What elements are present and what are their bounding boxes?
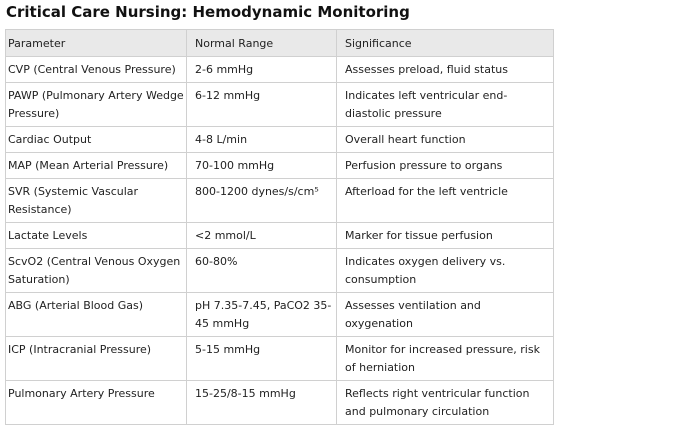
cell-parameter: MAP (Mean Arterial Pressure) bbox=[5, 152, 187, 179]
cell-parameter: ABG (Arterial Blood Gas) bbox=[5, 292, 187, 337]
cell-normal-range: 6-12 mmHg bbox=[186, 82, 337, 127]
cell-significance: Indicates left ventricular end-diastolic… bbox=[336, 82, 554, 127]
cell-normal-range: 70-100 mmHg bbox=[186, 152, 337, 179]
table-row: MAP (Mean Arterial Pressure) 70-100 mmHg… bbox=[5, 152, 554, 179]
cell-parameter: Pulmonary Artery Pressure bbox=[5, 380, 187, 425]
cell-significance: Indicates oxygen delivery vs. consumptio… bbox=[336, 248, 554, 293]
cell-parameter: ScvO2 (Central Venous Oxygen Saturation) bbox=[5, 248, 187, 293]
cell-parameter: Lactate Levels bbox=[5, 222, 187, 249]
page-title: Critical Care Nursing: Hemodynamic Monit… bbox=[6, 3, 410, 21]
cell-normal-range: <2 mmol/L bbox=[186, 222, 337, 249]
column-header-significance: Significance bbox=[336, 29, 554, 57]
table-row: SVR (Systemic Vascular Resistance) 800-1… bbox=[5, 178, 554, 223]
column-header-normal-range: Normal Range bbox=[186, 29, 337, 57]
table-row: ABG (Arterial Blood Gas) pH 7.35-7.45, P… bbox=[5, 292, 554, 337]
cell-parameter: CVP (Central Venous Pressure) bbox=[5, 56, 187, 83]
cell-normal-range: 2-6 mmHg bbox=[186, 56, 337, 83]
cell-parameter: PAWP (Pulmonary Artery Wedge Pressure) bbox=[5, 82, 187, 127]
table-row: Pulmonary Artery Pressure 15-25/8-15 mmH… bbox=[5, 380, 554, 425]
table-header-row: Parameter Normal Range Significance bbox=[5, 29, 554, 57]
table-row: Cardiac Output 4-8 L/min Overall heart f… bbox=[5, 126, 554, 153]
table-row: ScvO2 (Central Venous Oxygen Saturation)… bbox=[5, 248, 554, 293]
cell-significance: Marker for tissue perfusion bbox=[336, 222, 554, 249]
cell-normal-range: 800-1200 dynes/s/cm⁵ bbox=[186, 178, 337, 223]
cell-parameter: ICP (Intracranial Pressure) bbox=[5, 336, 187, 381]
cell-significance: Monitor for increased pressure, risk of … bbox=[336, 336, 554, 381]
cell-normal-range: pH 7.35-7.45, PaCO2 35-45 mmHg bbox=[186, 292, 337, 337]
cell-normal-range: 4-8 L/min bbox=[186, 126, 337, 153]
cell-significance: Afterload for the left ventricle bbox=[336, 178, 554, 223]
cell-significance: Assesses ventilation and oxygenation bbox=[336, 292, 554, 337]
hemodynamic-table: Parameter Normal Range Significance CVP … bbox=[5, 29, 554, 425]
table-row: PAWP (Pulmonary Artery Wedge Pressure) 6… bbox=[5, 82, 554, 127]
cell-normal-range: 5-15 mmHg bbox=[186, 336, 337, 381]
table-row: ICP (Intracranial Pressure) 5-15 mmHg Mo… bbox=[5, 336, 554, 381]
cell-normal-range: 60-80% bbox=[186, 248, 337, 293]
cell-parameter: Cardiac Output bbox=[5, 126, 187, 153]
table-row: CVP (Central Venous Pressure) 2-6 mmHg A… bbox=[5, 56, 554, 83]
cell-significance: Assesses preload, fluid status bbox=[336, 56, 554, 83]
cell-significance: Reflects right ventricular function and … bbox=[336, 380, 554, 425]
column-header-parameter: Parameter bbox=[5, 29, 187, 57]
cell-normal-range: 15-25/8-15 mmHg bbox=[186, 380, 337, 425]
cell-parameter: SVR (Systemic Vascular Resistance) bbox=[5, 178, 187, 223]
cell-significance: Overall heart function bbox=[336, 126, 554, 153]
table-row: Lactate Levels <2 mmol/L Marker for tiss… bbox=[5, 222, 554, 249]
cell-significance: Perfusion pressure to organs bbox=[336, 152, 554, 179]
